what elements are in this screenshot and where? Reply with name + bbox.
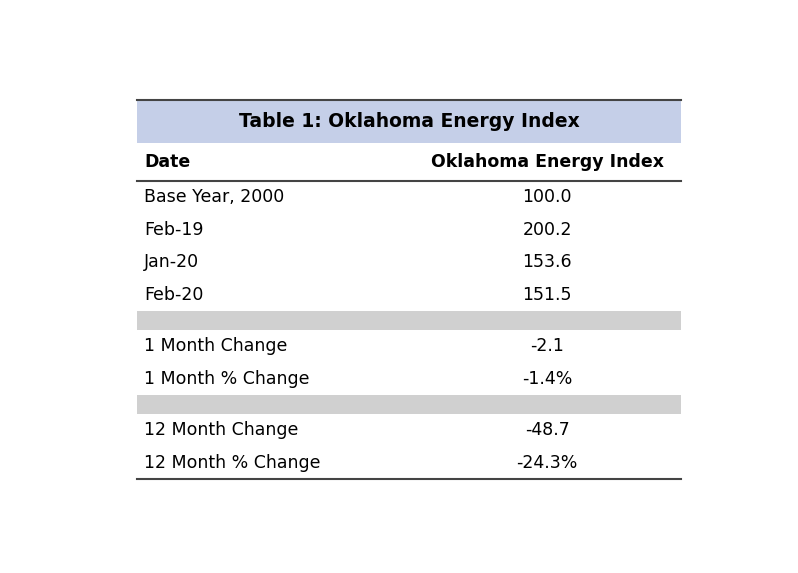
Bar	[137, 278, 681, 311]
Bar	[137, 446, 681, 479]
Text: 1 Month Change: 1 Month Change	[144, 337, 287, 355]
Text: 153.6: 153.6	[523, 253, 572, 271]
Text: Date: Date	[144, 153, 191, 171]
Bar	[137, 414, 681, 446]
Text: Feb-19: Feb-19	[144, 221, 203, 239]
Bar	[137, 311, 681, 330]
Text: 200.2: 200.2	[523, 221, 572, 239]
Text: -24.3%: -24.3%	[516, 454, 578, 472]
Text: Jan-20: Jan-20	[144, 253, 200, 271]
Text: 12 Month Change: 12 Month Change	[144, 421, 298, 439]
Text: Feb-20: Feb-20	[144, 286, 203, 304]
Text: 1 Month % Change: 1 Month % Change	[144, 370, 310, 388]
Bar	[137, 181, 681, 214]
Bar	[137, 100, 681, 143]
Bar	[137, 363, 681, 395]
Text: Oklahoma Energy Index: Oklahoma Energy Index	[431, 153, 664, 171]
Text: -48.7: -48.7	[525, 421, 570, 439]
Text: 100.0: 100.0	[523, 188, 572, 206]
Bar	[137, 214, 681, 246]
Text: -2.1: -2.1	[531, 337, 564, 355]
Text: 12 Month % Change: 12 Month % Change	[144, 454, 321, 472]
Bar	[137, 246, 681, 278]
Bar	[137, 330, 681, 363]
Text: 151.5: 151.5	[523, 286, 572, 304]
Text: Table 1: Oklahoma Energy Index: Table 1: Oklahoma Energy Index	[239, 112, 579, 131]
Bar	[137, 395, 681, 414]
Text: Base Year, 2000: Base Year, 2000	[144, 188, 285, 206]
Bar	[137, 143, 681, 181]
Text: -1.4%: -1.4%	[522, 370, 572, 388]
